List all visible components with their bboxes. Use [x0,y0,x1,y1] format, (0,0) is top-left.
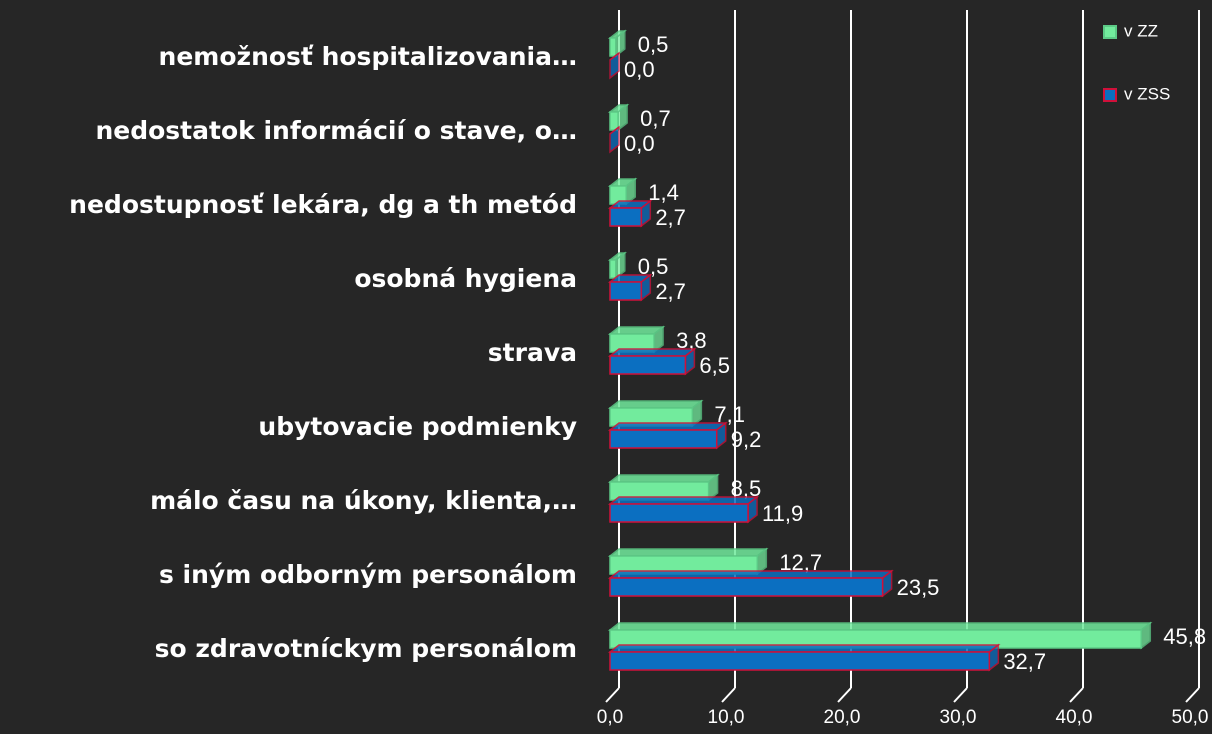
category-label: málo času na úkony, klienta,… [150,486,577,515]
bar [609,651,991,671]
floor-tick [605,687,620,703]
data-label: 6,5 [699,353,730,378]
bar-side [609,125,620,154]
legend-label: v ZZ [1124,21,1158,40]
category-label: s iným odborným personálom [159,560,577,589]
legend-label: v ZSS [1124,84,1170,103]
bar-top [607,496,760,505]
bar-top [607,422,728,431]
x-tick-label: 50,0 [1172,707,1209,728]
bar [609,503,749,523]
category-label: nedostupnosť lekára, dg a th metód [69,190,577,219]
bar-top [607,548,769,557]
bar [609,577,884,597]
x-tick-label: 20,0 [824,707,861,728]
bar [609,111,619,131]
data-label: 0,7 [640,106,671,131]
legend-swatch [1103,88,1117,102]
bar [609,429,718,449]
category-label: ubytovacie podmienky [258,412,577,441]
category-label: strava [488,338,577,367]
data-label: 11,9 [762,501,803,526]
floor-tick [1069,687,1084,703]
data-label: 9,2 [731,427,762,452]
bar [609,355,687,375]
bar-top [607,622,1153,631]
bar [609,207,643,227]
floor-tick [953,687,968,703]
data-label: 32,7 [1003,649,1046,674]
x-tick-label: 10,0 [708,707,745,728]
bar-top [607,348,697,357]
bar-top [607,400,704,409]
floor-tick [721,687,736,703]
bar-top [607,474,720,483]
bar [609,37,617,57]
floor-tick [1185,687,1200,703]
category-label: so zdravotníckym personálom [155,634,577,663]
data-label: 1,4 [648,180,679,205]
data-label: 23,5 [897,575,940,600]
data-label: 0,5 [638,32,669,57]
data-label: 45,8 [1163,624,1206,649]
bar [609,259,617,279]
data-label: 0,0 [624,57,655,82]
category-label: osobná hygiena [354,264,577,293]
bar-top [607,644,1001,653]
x-tick-label: 0,0 [597,707,623,728]
data-label: 2,7 [655,279,686,304]
legend-swatch [1103,25,1117,39]
bar-side [609,51,620,80]
x-tick-label: 40,0 [1056,707,1093,728]
floor-tick [837,687,852,703]
data-label: 2,7 [655,205,686,230]
data-label: 0,0 [624,131,655,156]
category-label: nedostatok informácií o stave, o… [95,116,577,145]
category-label: nemožnosť hospitalizovania… [159,42,577,71]
bar-top [607,570,894,579]
x-tick-label: 30,0 [940,707,977,728]
bar [609,281,643,301]
